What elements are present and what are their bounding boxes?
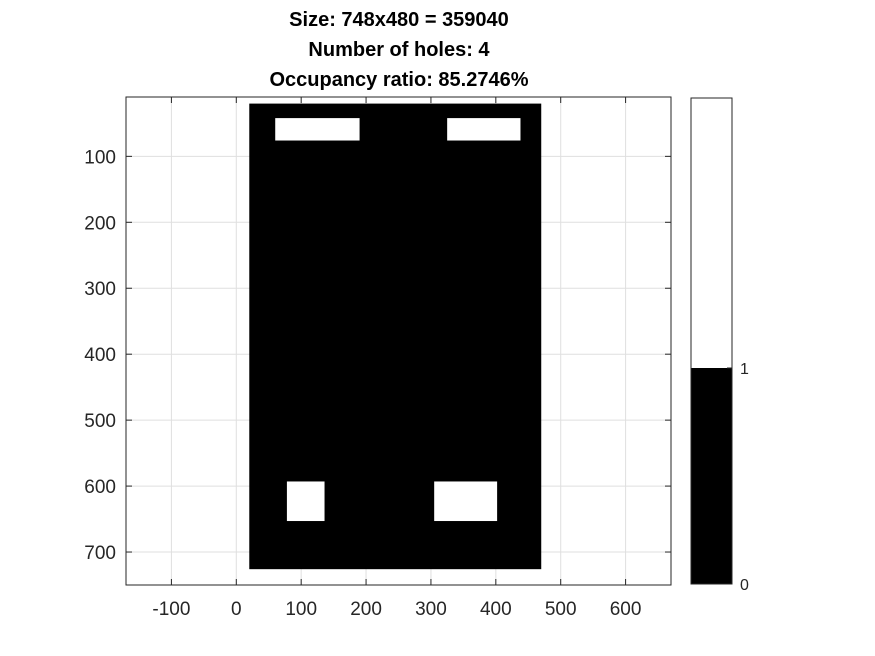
title-line-holes: Number of holes: 4 [308, 39, 490, 61]
y-tick-label: 100 [84, 147, 116, 168]
colorbar-tick-label: 1 [740, 361, 749, 378]
colorbar-band-1 [691, 98, 732, 368]
y-tick-label: 700 [84, 543, 116, 564]
x-tick-label: 400 [480, 599, 512, 620]
colorbar: 10 [690, 97, 749, 594]
axes-box [125, 96, 672, 586]
colorbar-band-0 [691, 368, 732, 584]
hole-3 [286, 481, 325, 522]
title-line-size: Size: 748x480 = 359040 [289, 9, 509, 31]
x-tick-label: -100 [152, 599, 190, 620]
y-tick-label: 400 [84, 345, 116, 366]
x-tick-label: 500 [545, 599, 577, 620]
chart-title: Size: 748x480 = 359040 Number of holes: … [269, 9, 528, 91]
x-tick-label: 200 [350, 599, 382, 620]
y-tick-label: 300 [84, 279, 116, 300]
y-tick-label: 600 [84, 477, 116, 498]
hole-4 [434, 481, 498, 522]
y-axis-ticks: 100 200 300 400 500 600 700 [84, 147, 671, 564]
title-line-occupancy: Occupancy ratio: 85.2746% [269, 69, 528, 91]
colorbar-tick-label: 0 [740, 577, 749, 594]
x-tick-label: 0 [231, 599, 242, 620]
plot-area: -100 0 100 200 300 400 500 600 100 200 300 400 500 60… [84, 96, 672, 620]
y-tick-label: 500 [84, 411, 116, 432]
colorbar-frame [690, 97, 733, 585]
x-axis-ticks: -100 0 100 200 300 400 500 600 [152, 97, 641, 620]
x-tick-label: 300 [415, 599, 447, 620]
x-tick-label: 100 [285, 599, 317, 620]
x-tick-label: 600 [610, 599, 642, 620]
hole-1 [275, 118, 360, 141]
y-tick-label: 200 [84, 213, 116, 234]
hole-2 [447, 118, 521, 141]
